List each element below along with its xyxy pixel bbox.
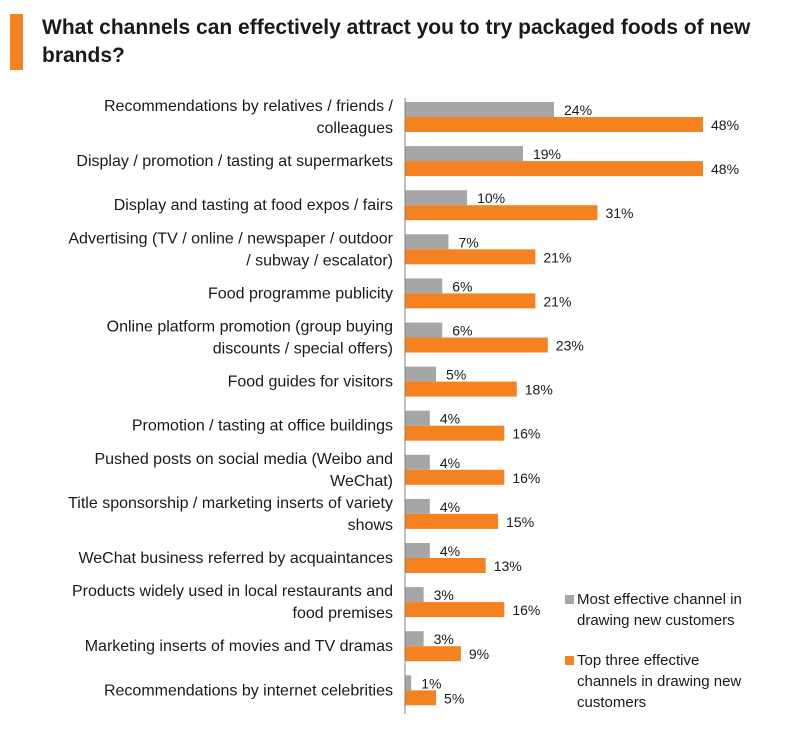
category-label: Recommendations by internet celebrities (104, 682, 393, 699)
value-label-top-three: 16% (512, 426, 540, 442)
value-label-top-three: 16% (512, 470, 540, 486)
legend-swatch (565, 595, 574, 604)
value-label-most-effective: 4% (440, 543, 460, 559)
value-label-top-three: 16% (512, 602, 540, 618)
bar-most-effective (405, 366, 437, 382)
bar-most-effective (405, 190, 468, 206)
value-label-most-effective: 4% (440, 499, 460, 515)
legend-item-most-effective: Most effective channel in drawing new cus… (565, 591, 742, 629)
bar-most-effective (405, 410, 430, 426)
value-label-most-effective: 6% (452, 278, 472, 294)
value-label-most-effective: 4% (440, 455, 460, 471)
bar-top-three (405, 161, 703, 177)
legend-swatch (565, 656, 574, 665)
value-label-top-three: 31% (605, 205, 633, 221)
title-accent-bar (10, 14, 23, 70)
value-label-most-effective: 3% (434, 587, 454, 603)
category-label: Pushed posts on social media (Weibo and W… (94, 451, 393, 490)
category-label: WeChat business referred by acquaintance… (78, 550, 393, 567)
bar-top-three (405, 646, 461, 662)
value-label-top-three: 5% (444, 690, 464, 706)
category-labels: Recommendations by relatives / friends /… (68, 98, 394, 699)
value-label-top-three: 48% (711, 161, 739, 177)
value-label-top-three: 15% (506, 514, 534, 530)
bar-top-three (405, 117, 703, 132)
bar-most-effective (405, 146, 523, 162)
bar-most-effective (405, 675, 412, 691)
category-label: Marketing inserts of movies and TV drama… (85, 638, 393, 655)
value-label-most-effective: 3% (434, 631, 454, 647)
bar-top-three (405, 337, 548, 353)
legend-label: Top three effective channels in drawing n… (577, 652, 741, 711)
category-label: Display / promotion / tasting at superma… (76, 153, 393, 170)
value-label-most-effective: 19% (533, 146, 561, 162)
category-label: Online platform promotion (group buying d… (107, 319, 393, 358)
category-label: Food guides for visitors (228, 374, 393, 391)
category-label: Promotion / tasting at office buildings (132, 418, 393, 435)
value-label-most-effective: 7% (458, 234, 478, 250)
bar-most-effective (405, 322, 443, 338)
value-label-top-three: 9% (469, 646, 489, 662)
value-label-most-effective: 24% (564, 102, 592, 118)
category-label: Products widely used in local restaurant… (72, 583, 393, 622)
bar-top-three (405, 602, 505, 618)
bar-most-effective (405, 543, 430, 558)
category-label: Advertising (TV / online / newspaper / o… (68, 230, 393, 269)
bar-top-three (405, 513, 499, 529)
value-label-most-effective: 4% (440, 411, 460, 427)
category-label: Food programme publicity (208, 285, 393, 302)
bar-top-three (405, 469, 505, 485)
bar-most-effective (405, 498, 430, 514)
bar-most-effective (405, 587, 424, 603)
bars (405, 102, 703, 706)
bar-most-effective (405, 102, 554, 117)
bar-top-three (405, 381, 517, 397)
value-label-top-three: 18% (525, 382, 553, 398)
value-label-top-three: 13% (494, 558, 522, 574)
bar-top-three (405, 690, 437, 706)
value-label-top-three: 23% (556, 338, 584, 354)
value-label-top-three: 48% (711, 117, 739, 133)
bar-top-three (405, 558, 486, 573)
value-label-most-effective: 1% (421, 675, 441, 691)
value-label-top-three: 21% (543, 249, 571, 265)
category-label: Recommendations by relatives / friends /… (104, 98, 394, 137)
category-label: Title sponsorship / marketing inserts of… (68, 495, 393, 534)
value-label-most-effective: 5% (446, 367, 466, 383)
category-label: Display and tasting at food expos / fair… (114, 197, 393, 214)
legend: Most effective channel in drawing new cus… (565, 591, 742, 711)
value-label-most-effective: 6% (452, 323, 472, 339)
bar-most-effective (405, 631, 424, 647)
bar-top-three (405, 293, 536, 309)
chart-title: What channels can effectively attract yo… (42, 16, 751, 67)
value-labels: 24% 48% 19% 48% 10% 31% 7% 21% 6% 21% 6% 23% 5% 18% 4%… (421, 102, 739, 706)
legend-item-top-three: Top three effective channels in drawing n… (565, 652, 741, 711)
bar-top-three (405, 425, 505, 441)
value-label-most-effective: 10% (477, 190, 505, 206)
bar-most-effective (405, 278, 443, 294)
legend-label: Most effective channel in drawing new cus… (577, 591, 742, 629)
bar-top-three (405, 205, 598, 221)
bar-top-three (405, 249, 536, 265)
bar-most-effective (405, 454, 430, 470)
value-label-top-three: 21% (543, 293, 571, 309)
bar-most-effective (405, 234, 449, 250)
